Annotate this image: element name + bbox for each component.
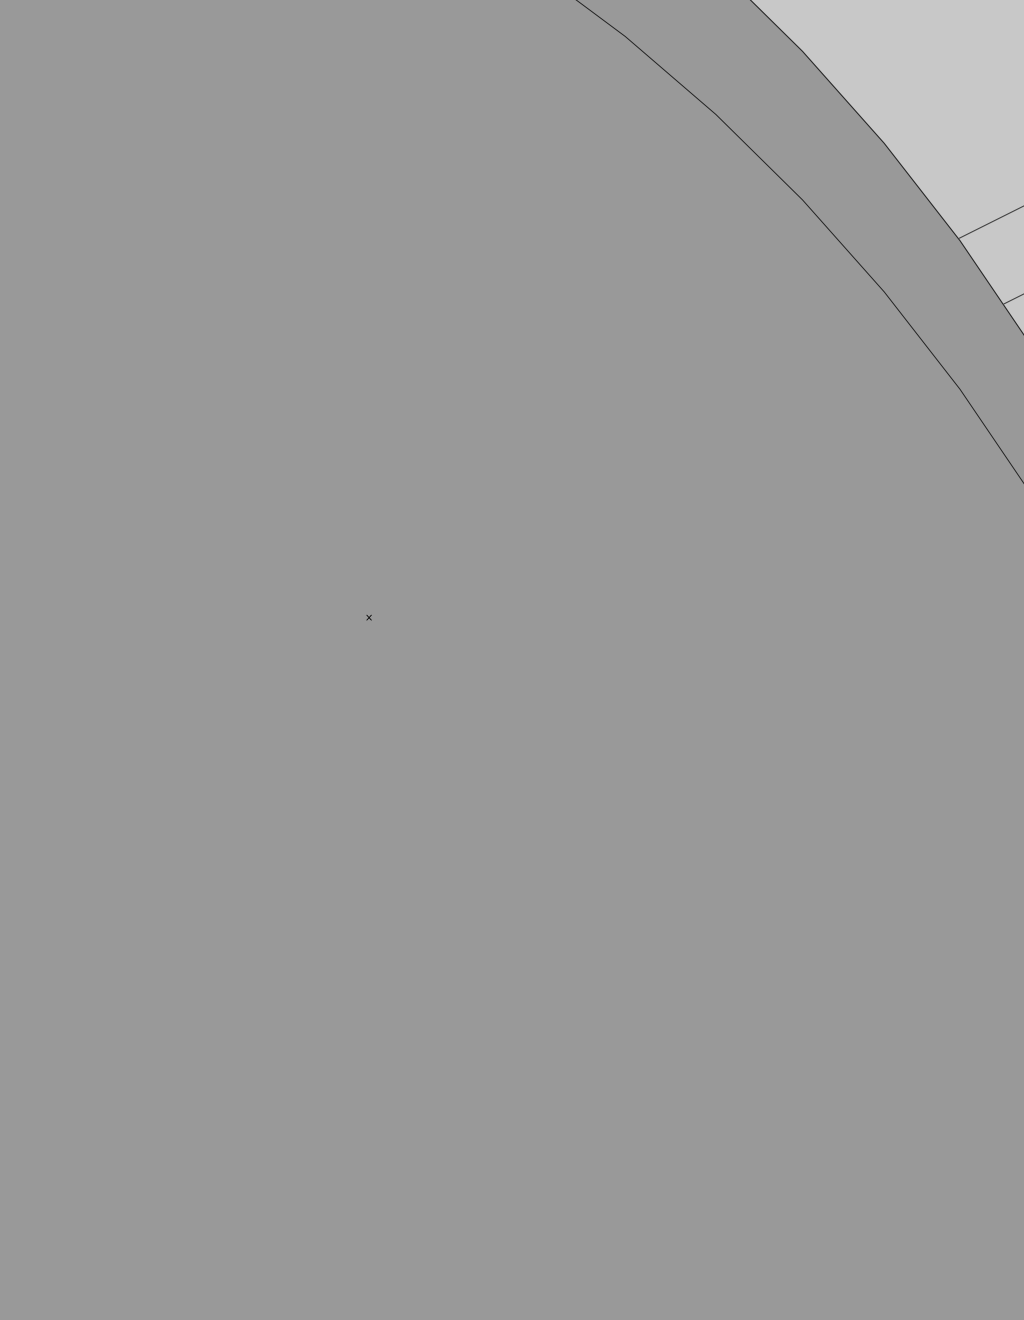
- Polygon shape: [555, 643, 688, 709]
- Polygon shape: [92, 919, 128, 936]
- Polygon shape: [233, 664, 318, 793]
- Polygon shape: [232, 477, 430, 888]
- Polygon shape: [238, 775, 655, 1008]
- Circle shape: [217, 779, 224, 785]
- Polygon shape: [210, 459, 221, 796]
- Polygon shape: [322, 560, 407, 688]
- Text: 111: 111: [191, 618, 294, 640]
- Text: 112: 112: [763, 634, 788, 647]
- Polygon shape: [183, 288, 677, 533]
- Polygon shape: [287, 731, 386, 781]
- Polygon shape: [293, 335, 579, 478]
- Polygon shape: [29, 672, 628, 972]
- Polygon shape: [233, 516, 318, 644]
- Polygon shape: [183, 288, 430, 459]
- Polygon shape: [430, 411, 677, 583]
- Polygon shape: [221, 461, 428, 572]
- Polygon shape: [166, 935, 232, 968]
- Polygon shape: [6, 684, 655, 1008]
- Polygon shape: [6, 660, 655, 985]
- Circle shape: [404, 873, 412, 879]
- Polygon shape: [643, 507, 688, 648]
- Polygon shape: [210, 680, 650, 900]
- Text: 114: 114: [670, 709, 742, 735]
- Polygon shape: [92, 942, 128, 960]
- Polygon shape: [419, 888, 441, 900]
- Text: 110: 110: [201, 374, 303, 401]
- Polygon shape: [342, 704, 441, 754]
- Polygon shape: [221, 788, 428, 890]
- Text: 117: 117: [510, 309, 563, 363]
- Text: US 2014/0027408 A1: US 2014/0027408 A1: [754, 61, 926, 75]
- Polygon shape: [221, 631, 428, 735]
- Polygon shape: [555, 643, 643, 796]
- Polygon shape: [250, 770, 633, 961]
- Polygon shape: [6, 869, 238, 1008]
- Text: 113: 113: [670, 545, 742, 577]
- Polygon shape: [545, 507, 643, 676]
- Polygon shape: [703, 537, 731, 648]
- Polygon shape: [92, 925, 115, 960]
- Polygon shape: [183, 337, 677, 583]
- Polygon shape: [643, 643, 688, 774]
- Polygon shape: [545, 507, 688, 579]
- Polygon shape: [322, 708, 407, 837]
- Text: Patent Application Publication: Patent Application Publication: [75, 61, 327, 75]
- Polygon shape: [430, 350, 650, 789]
- Polygon shape: [51, 671, 434, 862]
- Polygon shape: [419, 565, 430, 900]
- Text: ×: ×: [365, 614, 373, 623]
- Polygon shape: [210, 454, 232, 466]
- Text: Jan. 30, 2014  Sheet 6 of 11: Jan. 30, 2014 Sheet 6 of 11: [332, 61, 559, 75]
- Polygon shape: [6, 660, 425, 892]
- Text: 116: 116: [17, 873, 101, 932]
- Polygon shape: [221, 461, 428, 565]
- Polygon shape: [430, 459, 650, 900]
- Polygon shape: [210, 784, 232, 796]
- Text: FIG. 6: FIG. 6: [347, 227, 433, 253]
- Polygon shape: [183, 411, 430, 583]
- Polygon shape: [210, 350, 430, 789]
